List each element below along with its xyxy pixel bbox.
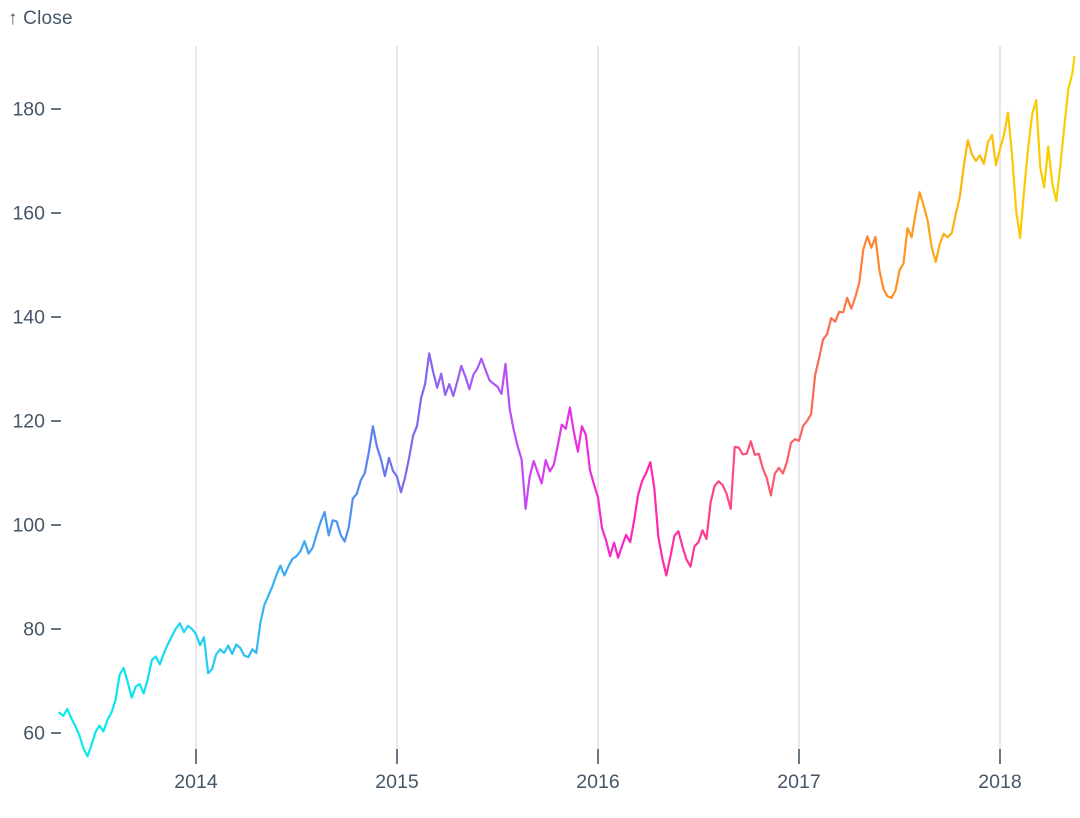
y-tick-label: 180 <box>12 99 45 121</box>
y-tick-label: 160 <box>12 203 45 225</box>
x-tick-label: 2014 <box>174 771 218 793</box>
x-ticks <box>195 749 1001 764</box>
y-axis-title: ↑ Close <box>8 8 73 29</box>
x-tick-label: 2015 <box>375 771 419 793</box>
x-gridlines <box>195 46 1001 749</box>
x-tick-label: 2016 <box>576 771 619 793</box>
y-tick-label: 80 <box>23 619 45 641</box>
y-ticks: 60 80 100 120 140 160 180 <box>12 99 61 745</box>
y-tick-label: 60 <box>23 723 45 745</box>
y-tick-label: 140 <box>12 307 45 329</box>
x-tick-label: 2018 <box>978 771 1021 793</box>
x-tick-label: 2017 <box>777 771 820 793</box>
x-tick-labels: 2014 2015 2016 2017 2018 <box>174 771 1021 793</box>
y-tick-label: 100 <box>12 515 45 537</box>
close-price-line <box>58 55 1076 758</box>
y-tick-label: 120 <box>12 411 45 433</box>
